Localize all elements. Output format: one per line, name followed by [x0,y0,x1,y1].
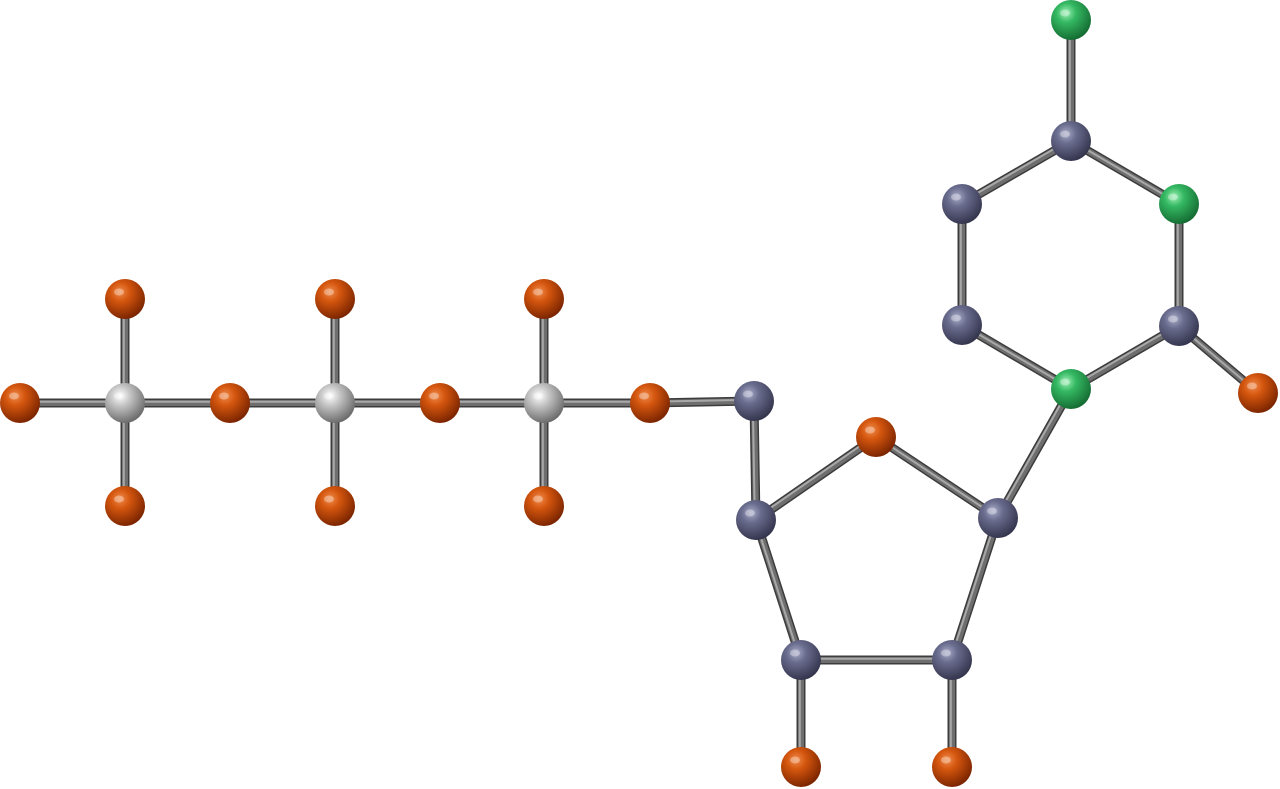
atom-orange-o1 [0,383,40,423]
atom-orange-o3r [781,747,821,787]
atom-orange-o6 [315,486,355,526]
atom-orange-o2 [105,279,145,319]
atom-silver-p1 [105,383,145,423]
atom-green-nb4 [1051,0,1091,40]
bond-cb5-cb4 [957,136,1076,209]
bond-c2-c1 [947,513,1003,665]
atom-slate-cb6 [942,305,982,345]
atom-slate-cb2 [1159,306,1199,346]
atom-orange-o5 [315,279,355,319]
bond-c4-o4r [751,432,881,525]
atom-slate-c5 [734,381,774,421]
atom-orange-o8 [524,279,564,319]
atom-slate-cb4 [1051,121,1091,161]
atom-orange-o2r [932,747,972,787]
atom-orange-o9 [524,486,564,526]
bond-cb2-n1 [1066,321,1184,394]
bond-c4-c3 [751,515,806,665]
bond-c1-n1 [993,384,1076,523]
atom-green-n3 [1159,184,1199,224]
atom-slate-c2 [932,640,972,680]
atom-orange-o3 [105,486,145,526]
atom-slate-c4 [736,500,776,540]
atom-slate-c3 [781,640,821,680]
atom-orange-o10 [630,383,670,423]
atom-silver-p3 [524,383,564,423]
atom-orange-ob2 [1238,373,1278,413]
atom-silver-p2 [315,383,355,423]
atom-orange-o4r [856,417,896,457]
atom-orange-o7 [420,383,460,423]
atom-slate-cb5 [942,184,982,224]
atom-orange-o4 [210,383,250,423]
atom-green-n1 [1051,369,1091,409]
atom-slate-c1 [978,498,1018,538]
bond-c3-c2 [796,655,957,665]
bond-o4r-c1 [871,432,1003,523]
